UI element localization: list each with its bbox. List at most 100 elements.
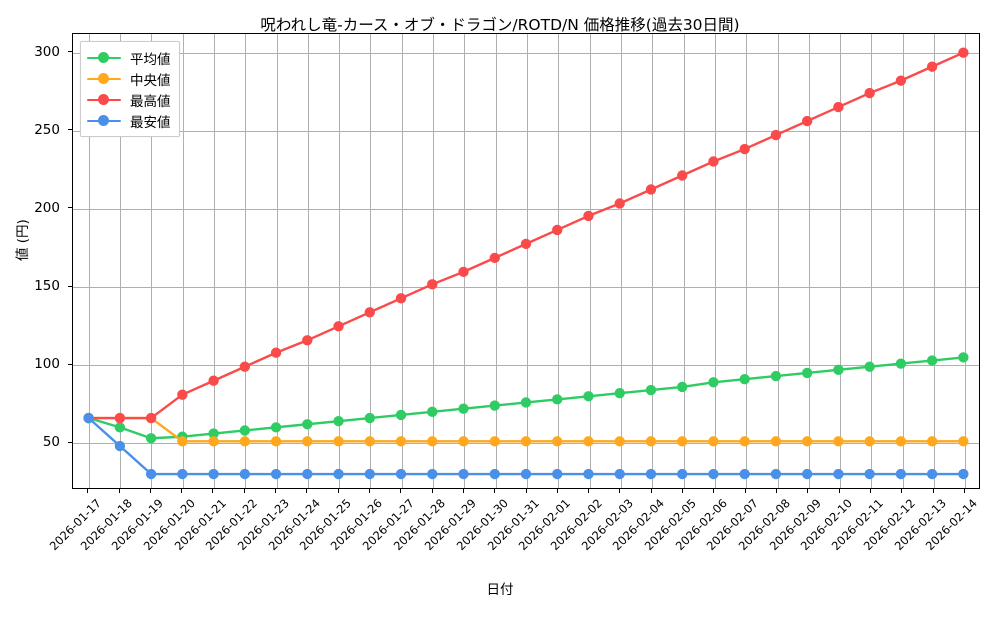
data-point bbox=[614, 468, 625, 480]
data-point bbox=[114, 422, 126, 433]
data-point bbox=[926, 61, 938, 72]
data-point bbox=[427, 468, 438, 480]
data-point bbox=[770, 370, 782, 382]
legend-marker-icon bbox=[87, 72, 121, 86]
data-point bbox=[302, 335, 313, 346]
data-point bbox=[926, 355, 938, 366]
data-point bbox=[801, 468, 813, 480]
gridline-vertical bbox=[245, 34, 247, 488]
legend-label: 最高値 bbox=[130, 93, 171, 110]
data-point bbox=[583, 436, 594, 447]
data-point bbox=[145, 468, 157, 480]
gridline-horizontal bbox=[73, 287, 979, 288]
data-point bbox=[583, 210, 594, 222]
data-point bbox=[208, 375, 219, 386]
x-axis-tick-mark bbox=[525, 489, 527, 493]
y-axis-tick-label: 200 bbox=[34, 199, 60, 216]
data-point bbox=[895, 436, 907, 447]
gridline-vertical bbox=[88, 34, 90, 488]
x-axis-tick-mark bbox=[776, 489, 778, 493]
data-point bbox=[364, 307, 375, 318]
y-axis-tick-mark bbox=[68, 285, 72, 287]
chart-title: 呪われし竜-カース・オブ・ドラゴン/ROTD/N 価格推移(過去30日間) bbox=[260, 16, 740, 34]
y-axis-tick-mark bbox=[68, 441, 72, 443]
data-point bbox=[83, 412, 94, 424]
data-point bbox=[864, 436, 875, 447]
data-point bbox=[552, 224, 563, 236]
data-point bbox=[395, 409, 407, 421]
data-point bbox=[427, 279, 438, 290]
data-point bbox=[770, 129, 782, 141]
data-point bbox=[239, 436, 251, 447]
data-point bbox=[739, 468, 750, 480]
chart-legend: 平均値中央値最高値最安値 bbox=[80, 41, 180, 137]
legend-item-4[interactable]: 最安値 bbox=[87, 110, 171, 131]
gridline-vertical bbox=[307, 34, 309, 488]
legend-item-1[interactable]: 平均値 bbox=[87, 47, 171, 68]
gridline-vertical bbox=[213, 34, 215, 488]
gridline-vertical bbox=[934, 34, 935, 488]
x-axis-tick-mark bbox=[588, 489, 590, 493]
gridline-vertical bbox=[370, 34, 372, 488]
legend-item-2[interactable]: 中央値 bbox=[87, 68, 171, 89]
data-point bbox=[208, 468, 219, 480]
data-point bbox=[864, 361, 875, 372]
data-point bbox=[708, 436, 719, 447]
data-point bbox=[333, 468, 344, 480]
gridline-vertical bbox=[777, 34, 779, 488]
data-point bbox=[333, 436, 344, 447]
data-point bbox=[395, 293, 407, 304]
data-point bbox=[270, 347, 282, 358]
data-point bbox=[583, 391, 594, 402]
data-point bbox=[364, 468, 375, 480]
data-point bbox=[801, 367, 813, 379]
data-point bbox=[458, 403, 469, 414]
gridline-horizontal bbox=[73, 52, 979, 54]
data-point bbox=[770, 468, 782, 480]
legend-label: 中央値 bbox=[130, 72, 171, 89]
data-point bbox=[114, 412, 126, 424]
gridline-vertical bbox=[182, 34, 184, 488]
gridline-vertical bbox=[120, 34, 121, 488]
legend-label: 最安値 bbox=[130, 114, 171, 131]
data-point bbox=[864, 87, 875, 99]
data-point bbox=[239, 468, 251, 480]
legend-label: 平均値 bbox=[130, 51, 171, 68]
data-point bbox=[677, 381, 688, 393]
legend-marker-icon bbox=[87, 93, 121, 107]
x-axis-tick-mark bbox=[869, 489, 871, 493]
data-point bbox=[520, 468, 532, 480]
y-axis-tick-label: 150 bbox=[34, 278, 60, 294]
series-line bbox=[87, 51, 965, 420]
data-point bbox=[427, 436, 438, 447]
legend-marker-icon bbox=[87, 114, 121, 128]
series-1 bbox=[83, 352, 969, 444]
data-point bbox=[177, 468, 188, 480]
y-axis-tick-label: 250 bbox=[34, 121, 60, 138]
data-point bbox=[895, 468, 907, 480]
data-point bbox=[489, 252, 500, 264]
data-point bbox=[489, 468, 500, 480]
data-point bbox=[677, 468, 688, 480]
data-point bbox=[739, 373, 750, 385]
data-point bbox=[520, 238, 532, 250]
data-point bbox=[708, 377, 719, 388]
data-point bbox=[208, 428, 219, 439]
data-point bbox=[958, 47, 969, 58]
gridline-horizontal bbox=[73, 365, 979, 367]
data-point bbox=[833, 364, 844, 376]
gridline-vertical bbox=[871, 34, 873, 488]
x-axis-tick-mark bbox=[963, 489, 965, 493]
gridline-vertical bbox=[464, 34, 466, 488]
series-lines bbox=[83, 47, 969, 480]
gridline-vertical bbox=[527, 34, 528, 488]
gridline-vertical bbox=[401, 34, 403, 488]
data-point bbox=[583, 468, 594, 480]
gridline-vertical bbox=[714, 34, 716, 488]
legend-item-3[interactable]: 最高値 bbox=[87, 89, 171, 110]
data-point bbox=[708, 156, 719, 167]
data-point bbox=[895, 75, 907, 86]
data-point bbox=[614, 198, 625, 209]
gridline-vertical bbox=[433, 34, 435, 488]
x-axis-tick-mark bbox=[149, 489, 151, 493]
